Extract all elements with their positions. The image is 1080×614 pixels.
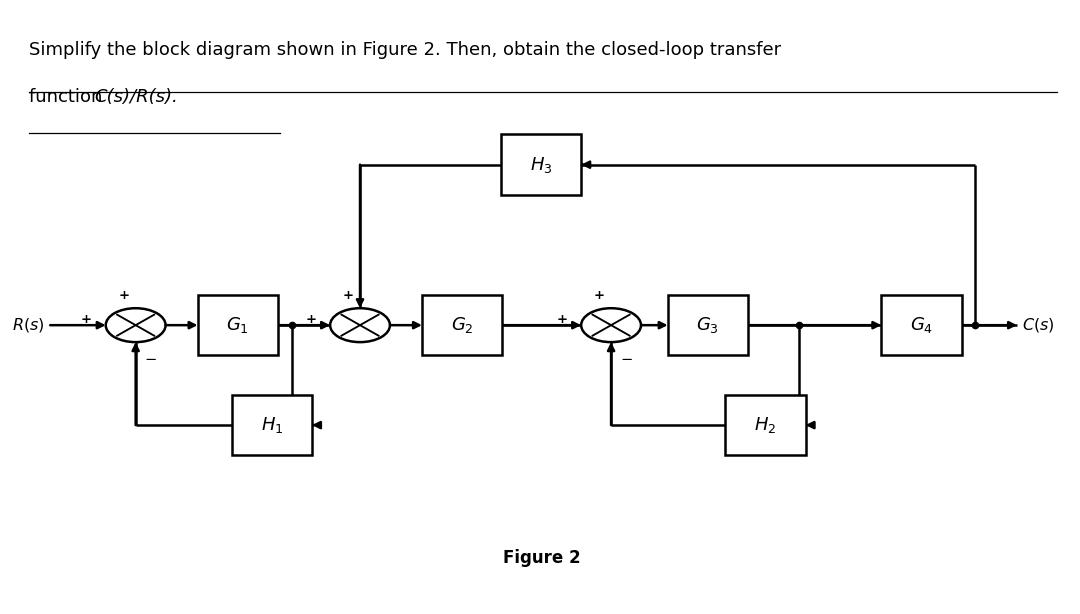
Text: Simplify the block diagram shown in Figure 2. Then, obtain the closed-loop trans: Simplify the block diagram shown in Figu… [29,41,781,58]
Text: $H_1$: $H_1$ [260,415,283,435]
Bar [422,295,502,356]
Text: $R(s)$: $R(s)$ [12,316,45,334]
Text: +: + [556,313,567,326]
Bar [232,395,312,456]
Text: −: − [620,352,632,367]
Text: $G_4$: $G_4$ [909,315,933,335]
Bar [667,295,747,356]
Bar [726,395,806,456]
Text: +: + [81,313,92,326]
Text: $H_3$: $H_3$ [530,155,552,174]
Text: function: function [29,88,108,106]
Bar [881,295,961,356]
Text: +: + [118,289,130,302]
Text: Figure 2: Figure 2 [503,550,580,567]
Text: C(s)/R(s).: C(s)/R(s). [94,88,178,106]
Text: $G_3$: $G_3$ [697,315,719,335]
Text: −: − [145,352,157,367]
Text: +: + [594,289,605,302]
Text: $C(s)$: $C(s)$ [1023,316,1055,334]
Text: +: + [342,289,353,302]
Text: +: + [306,313,316,326]
Text: $H_2$: $H_2$ [754,415,777,435]
Text: $G_2$: $G_2$ [450,315,473,335]
Bar [198,295,278,356]
Text: $G_1$: $G_1$ [227,315,249,335]
Bar [501,134,581,195]
